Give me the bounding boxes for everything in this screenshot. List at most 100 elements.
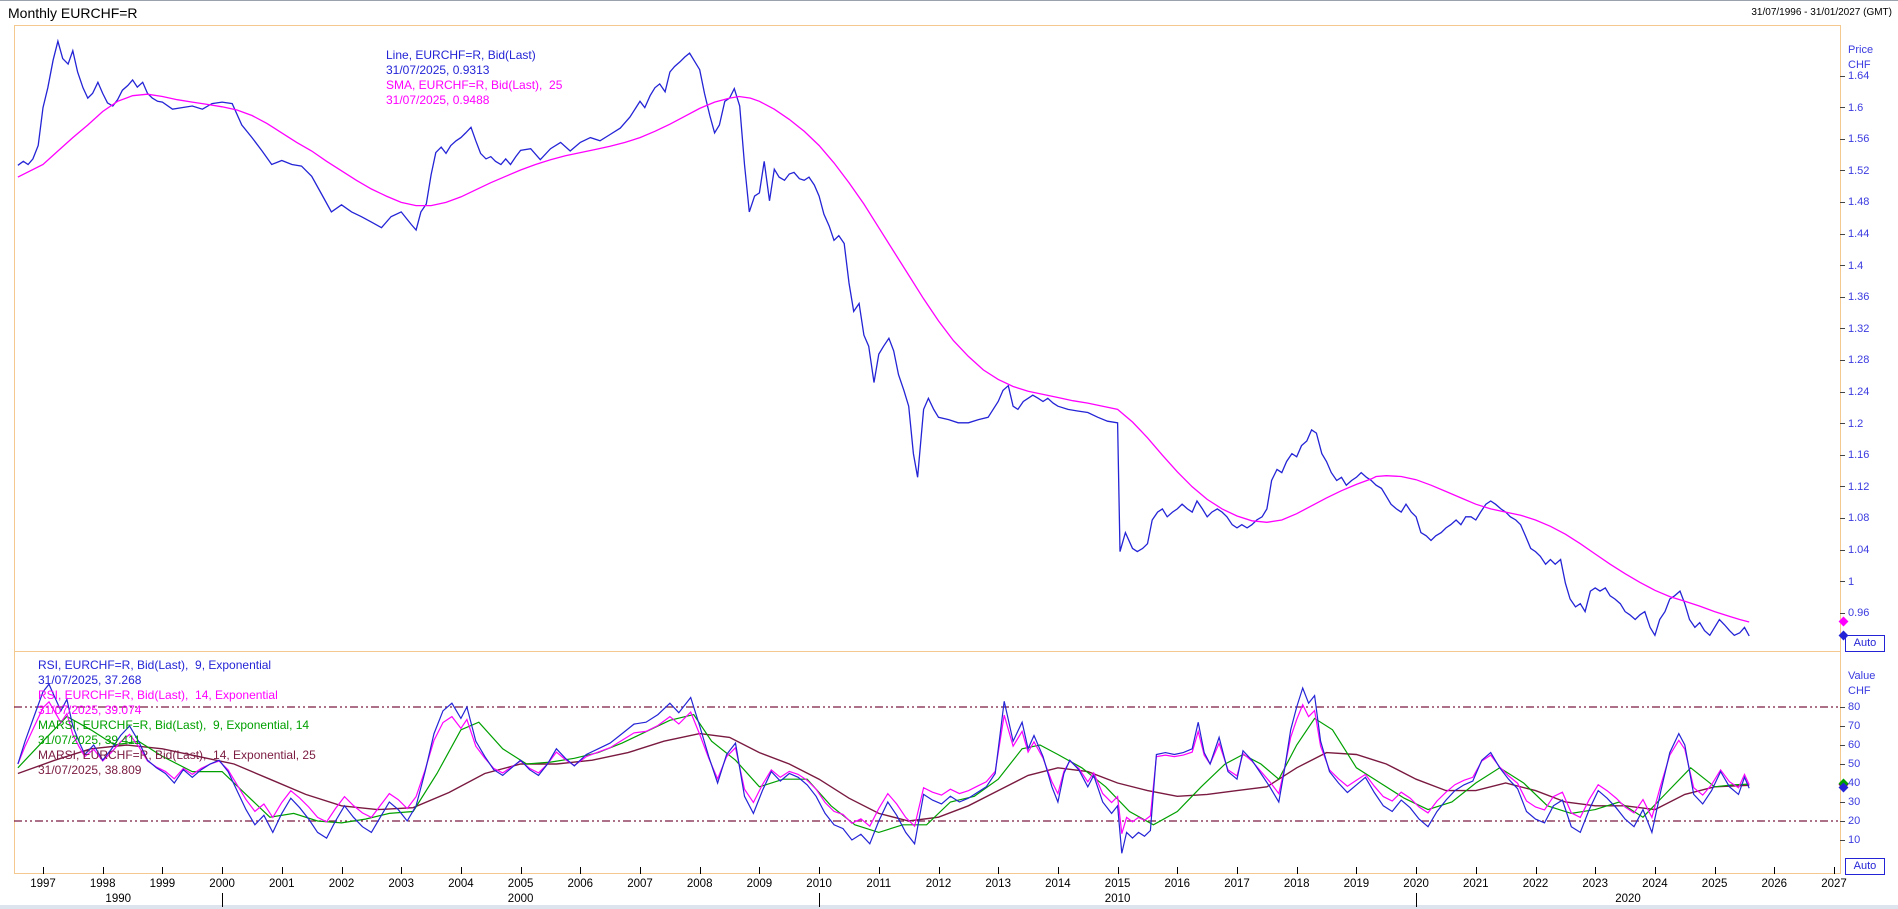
year-tick	[1356, 867, 1358, 874]
year-tick	[1296, 867, 1298, 874]
price-axis-tick: 1.24	[1840, 385, 1869, 399]
year-tick	[1117, 867, 1119, 874]
price-axis-tick-label: 1.16	[1848, 449, 1870, 462]
price-axis-tick: 1.08	[1840, 511, 1869, 525]
tick-mark	[1840, 549, 1845, 551]
price-line-series[interactable]	[17, 38, 1750, 637]
tick-mark	[1840, 233, 1845, 235]
price-axis-tick-label: 1.08	[1848, 512, 1870, 525]
decade-label: 2000	[507, 893, 534, 905]
tick-mark	[1840, 763, 1845, 765]
year-label: 2011	[866, 878, 892, 890]
year-tick	[699, 867, 701, 874]
value-axis-tick-label: 80	[1848, 701, 1861, 713]
tick-mark	[1840, 581, 1845, 583]
price-axis-tick: 1.12	[1840, 480, 1869, 494]
tick-mark	[1840, 612, 1845, 614]
year-tick	[819, 867, 821, 874]
tick-mark	[1840, 328, 1845, 330]
price-axis-tick-label: 0.96	[1848, 607, 1870, 620]
tick-mark	[1840, 725, 1845, 727]
year-label: 2015	[1104, 878, 1131, 890]
marsi14-series[interactable]	[17, 732, 1750, 822]
year-label: 2008	[686, 878, 713, 890]
year-label: 2025	[1701, 878, 1728, 890]
value-axis-tick-label: 60	[1848, 739, 1861, 751]
decade-label: 2010	[1104, 893, 1131, 905]
price-legend-line: 31/07/2025, 0.9313	[386, 63, 490, 77]
price-axis-tick: 1.16	[1840, 448, 1869, 462]
rsi-legend-line: MARSI, EURCHF=R, Bid(Last), 9, Exponenti…	[38, 718, 310, 732]
price-axis-tick-label: 1.64	[1848, 70, 1870, 82]
year-label: 2021	[1463, 878, 1489, 890]
price-axis-tick: 1	[1840, 575, 1854, 589]
value-axis-tick-label: 10	[1848, 834, 1861, 846]
tick-mark	[1840, 359, 1845, 361]
value-axis-tick: 70	[1840, 719, 1860, 733]
rsi9-series[interactable]	[17, 683, 1750, 854]
value-axis-tick: 80	[1840, 700, 1860, 714]
price-axis-tick-label: 1.32	[1848, 322, 1870, 335]
year-tick	[1416, 867, 1418, 874]
year-tick	[878, 867, 880, 874]
year-tick	[1834, 867, 1835, 874]
year-tick	[341, 867, 343, 874]
price-panel[interactable]	[14, 25, 1841, 652]
tick-mark	[1840, 265, 1845, 267]
year-label: 2003	[388, 878, 414, 890]
price-axis-tick: 1.52	[1840, 164, 1869, 178]
price-axis-tick-label: 1.4	[1848, 259, 1864, 272]
year-tick	[1654, 867, 1656, 874]
value-auto-button[interactable]: Auto	[1845, 858, 1885, 875]
year-label: 2026	[1761, 878, 1788, 890]
value-axis-tick: 50	[1840, 757, 1860, 771]
year-label: 2019	[1343, 878, 1370, 890]
price-chart-svg	[17, 38, 1750, 637]
value-axis-tick: 10	[1840, 833, 1860, 847]
price-axis-tick-label: 1.6	[1848, 101, 1864, 114]
rsi-legend-line: 31/07/2025, 39.411	[38, 733, 141, 747]
chart-title: Monthly EURCHF=R	[8, 5, 138, 21]
price-axis-tick: 1.36	[1840, 290, 1869, 304]
year-tick	[162, 867, 164, 874]
price-axis-tick: 1.64	[1840, 69, 1869, 83]
price-axis-tick: 1.6	[1840, 101, 1863, 115]
rsi-legend-line: 31/07/2025, 39.074	[38, 703, 142, 717]
tick-mark	[1840, 107, 1845, 109]
rsi-panel[interactable]	[14, 651, 1841, 874]
tick-mark	[1840, 75, 1845, 77]
tick-mark	[1840, 138, 1845, 140]
tick-mark	[1840, 423, 1845, 425]
price-auto-button[interactable]: Auto	[1845, 635, 1885, 652]
tick-mark	[1840, 391, 1845, 393]
tick-mark	[1840, 454, 1845, 456]
value-axis-title: Value CHF	[1848, 670, 1876, 697]
rsi-chart-svg	[14, 683, 1841, 854]
year-tick	[1714, 867, 1716, 874]
year-label: 2020	[1403, 878, 1429, 890]
value-axis-tick: 30	[1840, 795, 1860, 809]
year-tick	[401, 867, 403, 874]
year-label: 2009	[746, 878, 773, 890]
year-label: 2007	[627, 878, 653, 890]
year-tick	[1177, 867, 1179, 874]
decade-label: 1990	[105, 893, 132, 905]
year-label: 1999	[149, 878, 176, 890]
year-tick	[43, 867, 44, 874]
price-legend: Line, EURCHF=R, Bid(Last) 31/07/2025, 0.9…	[386, 48, 562, 108]
year-tick	[1237, 867, 1238, 874]
price-axis-tick: 1.32	[1840, 322, 1869, 336]
year-tick	[460, 867, 462, 874]
year-tick	[222, 867, 224, 874]
sma-series[interactable]	[17, 93, 1750, 623]
year-label: 2000	[209, 878, 235, 890]
tick-mark	[1840, 486, 1845, 488]
rsi-legend-line: MARSI, EURCHF=R, Bid(Last), 14, Exponent…	[38, 748, 316, 762]
price-axis-tick: 1.48	[1840, 195, 1869, 209]
rsi14-series[interactable]	[17, 700, 1750, 834]
year-tick	[998, 867, 1000, 874]
rsi-legend-line: RSI, EURCHF=R, Bid(Last), 9, Exponential	[38, 658, 272, 672]
